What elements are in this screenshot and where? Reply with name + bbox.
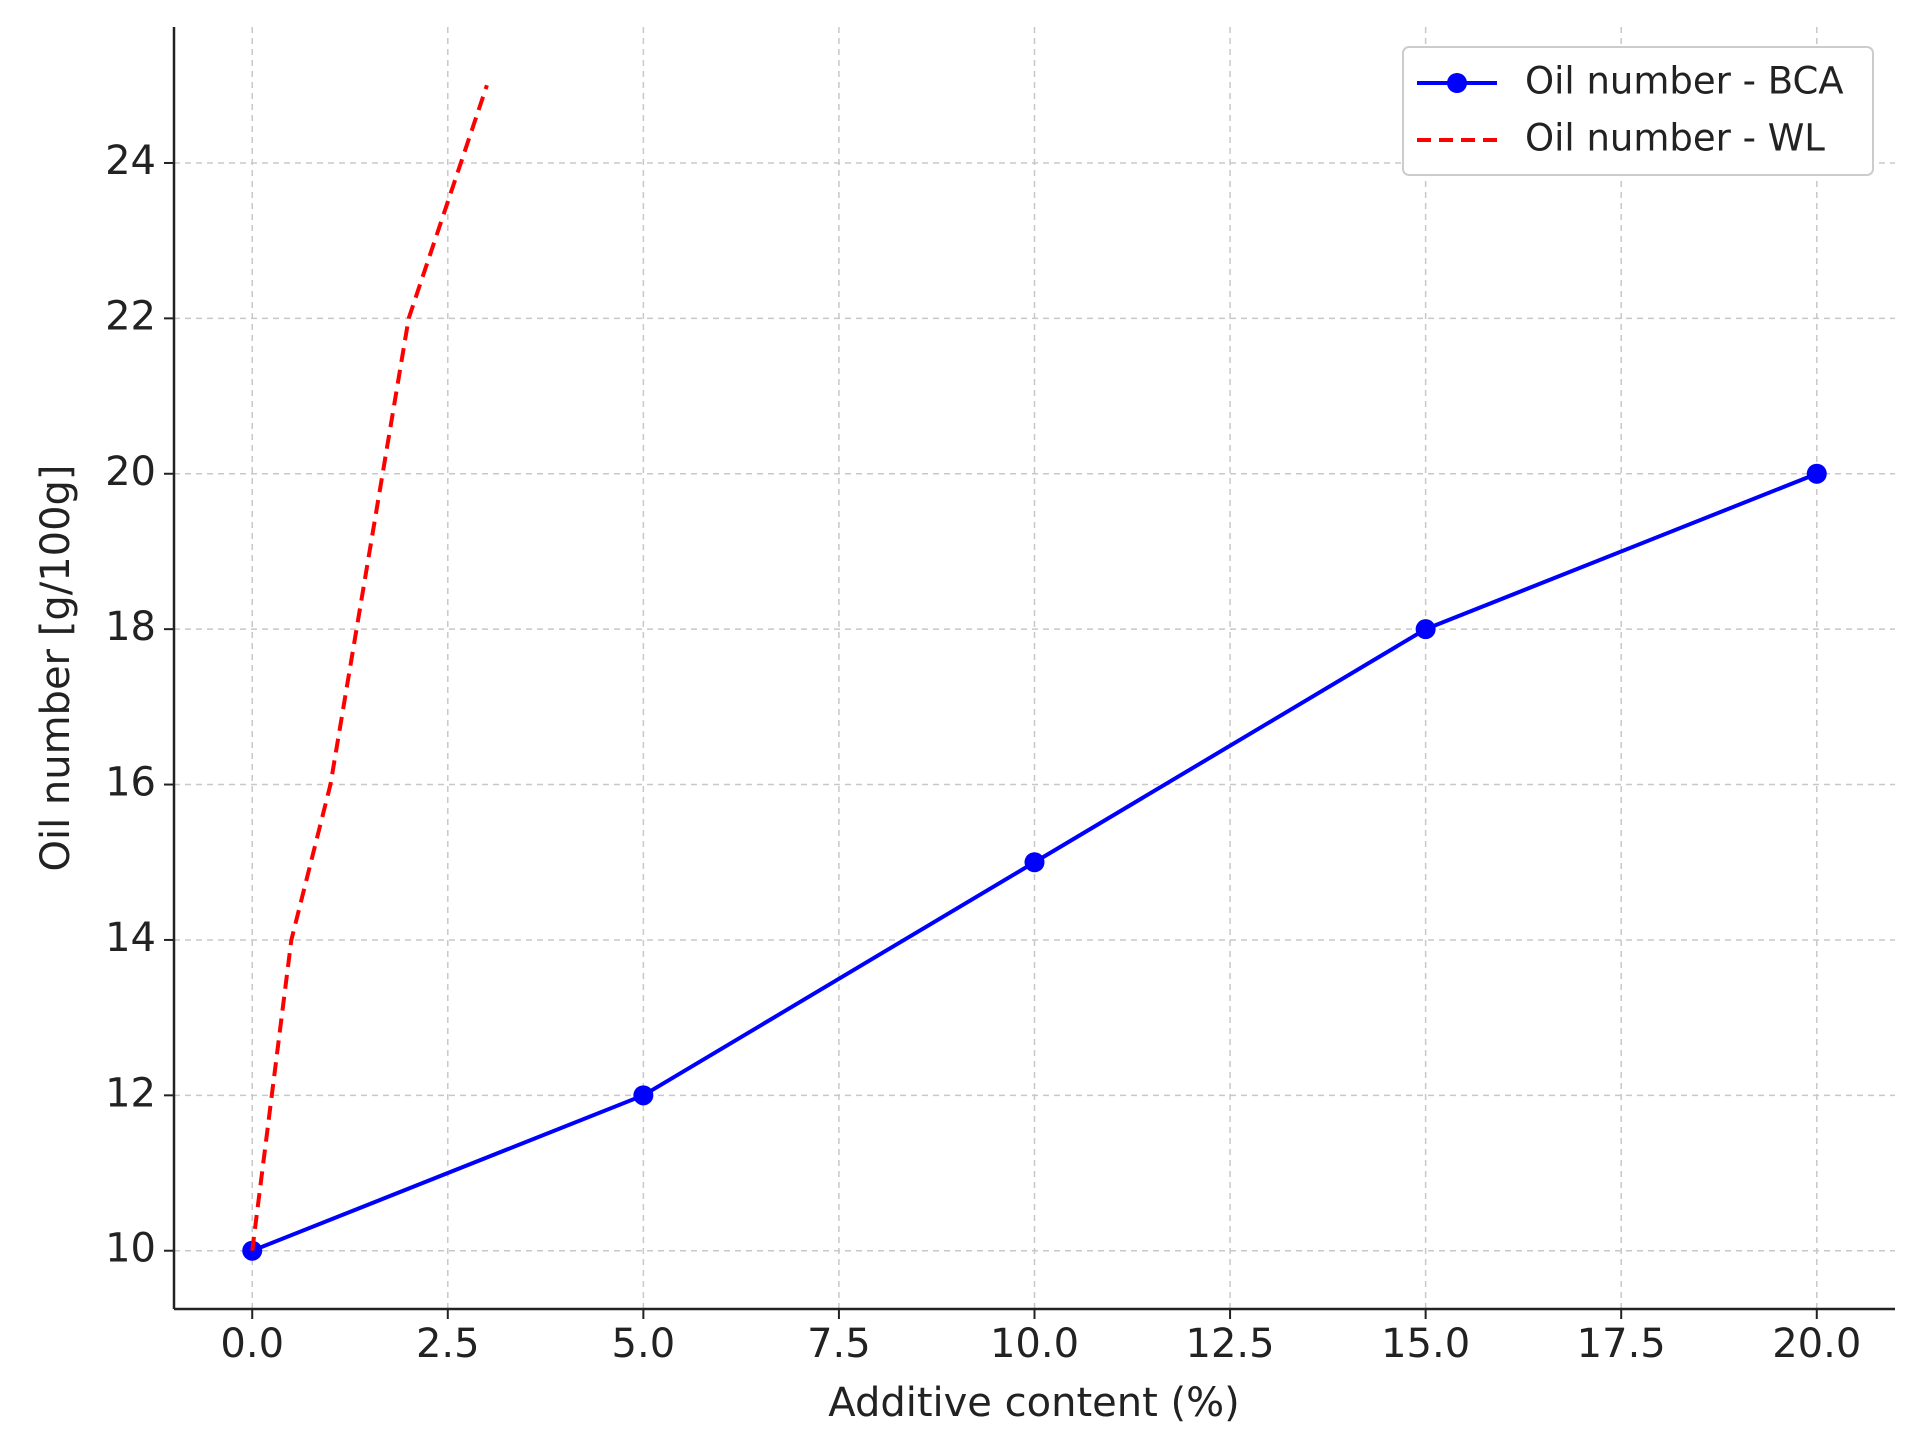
y-tick-label: 18 [105, 604, 156, 650]
legend-box [1402, 46, 1874, 176]
data-point [1024, 852, 1045, 873]
legend-label: Oil number - BCA [1525, 60, 1844, 103]
legend-marker [1447, 73, 1467, 93]
x-tick-label: 10.0 [990, 1321, 1079, 1367]
x-tick-label: 5.0 [612, 1321, 676, 1367]
x-tick-label: 20.0 [1772, 1321, 1861, 1367]
data-point [633, 1085, 654, 1106]
y-tick-label: 10 [105, 1226, 156, 1272]
y-tick-label: 12 [105, 1070, 156, 1116]
y-tick-label: 20 [105, 449, 156, 495]
y-tick-label: 16 [105, 760, 156, 806]
y-tick-label: 24 [105, 138, 156, 184]
x-tick-label: 17.5 [1577, 1321, 1666, 1367]
series-line [250, 84, 489, 1251]
y-tick-label: 22 [105, 293, 156, 339]
data-point [1806, 463, 1827, 484]
x-tick-label: 7.5 [807, 1321, 871, 1367]
legend-label: Oil number - WL [1525, 117, 1825, 160]
y-axis-label: Oil number [g/100g] [33, 464, 79, 871]
x-tick-label: 0.0 [220, 1321, 284, 1367]
x-tick-label: 15.0 [1381, 1321, 1470, 1367]
x-tick-label: 12.5 [1186, 1321, 1275, 1367]
data-point [1415, 619, 1436, 640]
y-tick-label: 14 [105, 915, 156, 961]
x-axis-label: Additive content (%) [828, 1380, 1239, 1426]
x-tick-label: 2.5 [416, 1321, 480, 1367]
